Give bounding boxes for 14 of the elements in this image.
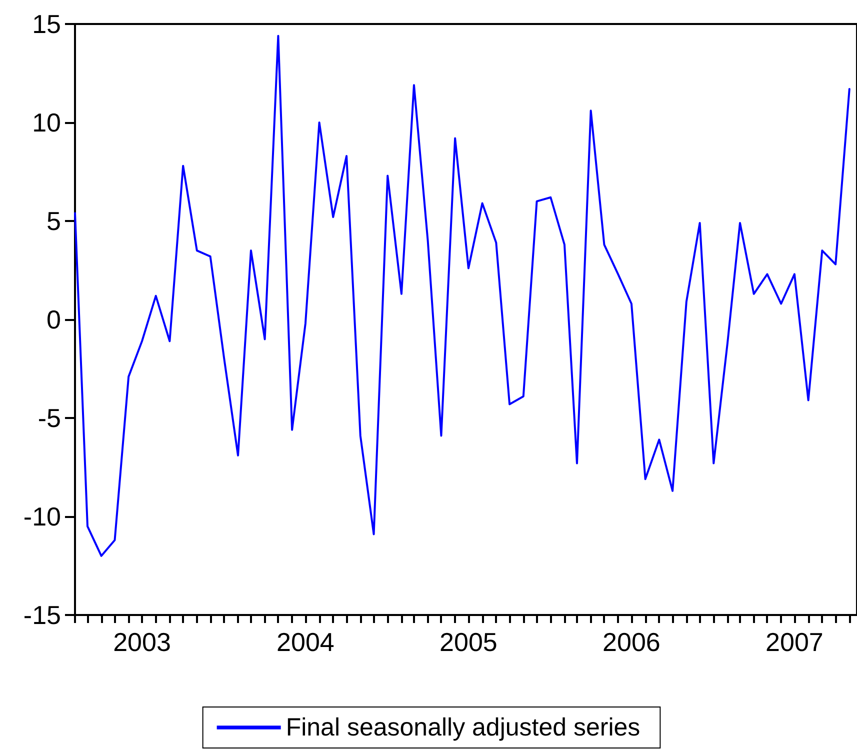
y-tick-label: -5	[38, 403, 61, 433]
y-tick-label: -10	[23, 502, 61, 532]
x-tick-label: 2006	[602, 627, 660, 657]
x-tick-label: 2004	[276, 627, 334, 657]
line-series	[74, 34, 850, 557]
x-tick-label: 2005	[440, 627, 498, 657]
y-tick-label: -15	[23, 600, 61, 630]
y-tick-label: 0	[46, 304, 61, 334]
x-tick-label: 2003	[113, 627, 171, 657]
legend-label: Final seasonally adjusted series	[286, 714, 640, 742]
x-tick-label: 2007	[766, 627, 824, 657]
y-tick-label: 10	[32, 108, 61, 138]
y-tick-label: 5	[46, 206, 61, 236]
y-tick-label: 15	[32, 9, 61, 39]
